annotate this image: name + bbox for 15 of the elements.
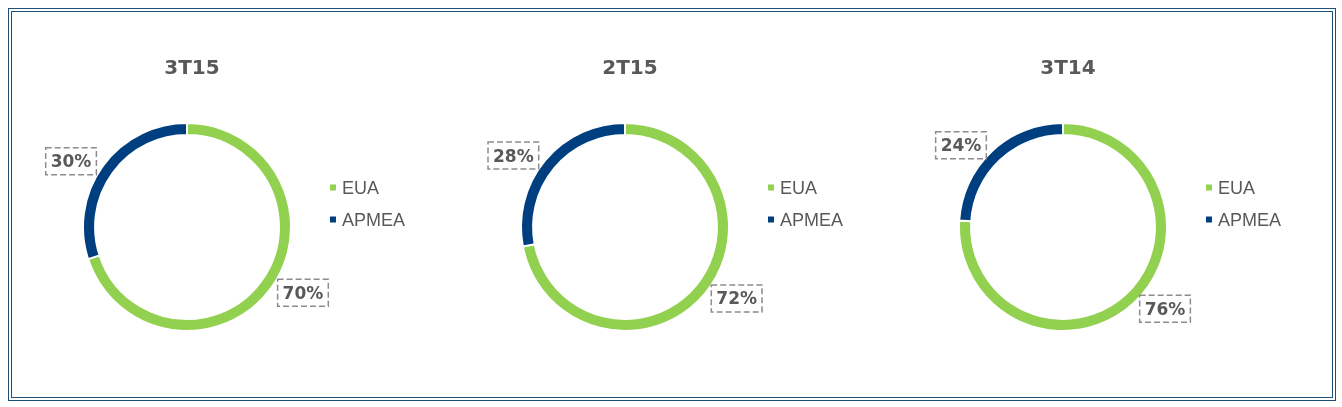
data-label: 76% (1144, 298, 1186, 319)
legend-label: EUA (341, 177, 379, 198)
legend-label: APMEA (779, 209, 844, 230)
chart-title: 2T15 (602, 55, 658, 79)
chart-title: 3T15 (164, 55, 220, 79)
data-label: 72% (716, 288, 757, 309)
legend-label: EUA (779, 177, 817, 198)
legend-label: EUA (1217, 177, 1255, 198)
data-label: 24% (940, 135, 982, 156)
data-label: 70% (282, 282, 324, 303)
data-label: 30% (50, 151, 92, 172)
legend-label: APMEA (1217, 209, 1282, 230)
data-label: 28% (493, 145, 534, 166)
chart-title: 3T14 (1040, 55, 1096, 79)
legend-label: APMEA (341, 209, 406, 230)
